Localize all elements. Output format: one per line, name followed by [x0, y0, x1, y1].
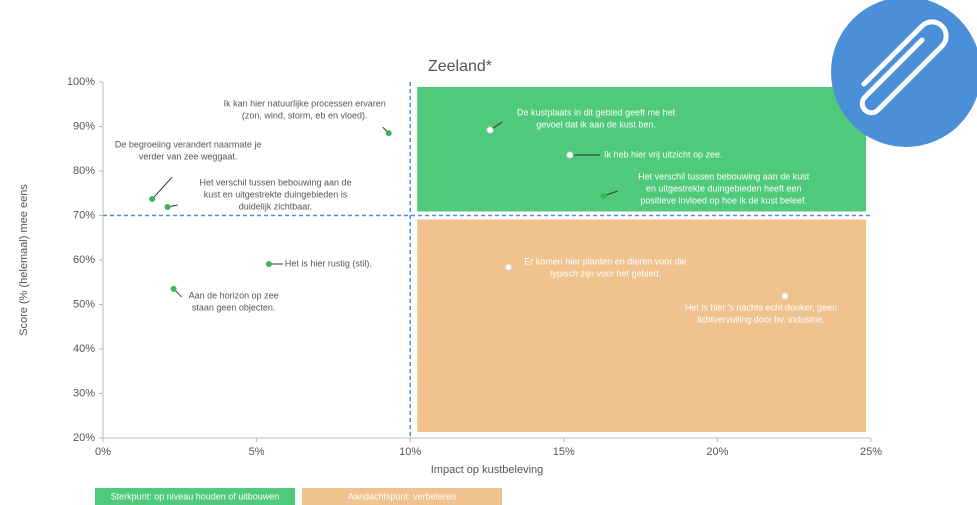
y-tick-label: 60%	[73, 254, 95, 266]
x-tick-label: 5%	[249, 446, 265, 458]
point-label: De kustplaats in dit gebied geeft me het	[517, 107, 676, 117]
point-label: kust en uitgestrekte duingebieden is	[204, 189, 348, 199]
legend-label: Aandachtspunt: verbeteren	[348, 491, 456, 501]
x-tick-label: 15%	[553, 446, 575, 458]
y-tick-label: 100%	[67, 76, 95, 88]
point	[149, 196, 156, 203]
x-axis-title: Impact op kustbeleving	[431, 464, 544, 476]
point-label: positieve invloed op hoe ik de kust bele…	[640, 195, 807, 205]
point	[600, 192, 607, 199]
point-label: staan geen objecten.	[192, 302, 276, 312]
badge-circle[interactable]	[831, 0, 977, 147]
point-label: (zon, wind, storm, eb en vloed).	[242, 111, 368, 121]
x-tick-label: 10%	[399, 446, 421, 458]
chart-title: Zeeland*	[428, 58, 492, 75]
point-label: Het verschil tussen bebouwing aan de	[199, 177, 351, 187]
legend-swatch	[302, 488, 502, 505]
point-label: en uitgestrekte duingebieden heeft een	[646, 183, 802, 193]
y-tick-label: 50%	[73, 298, 95, 310]
point	[486, 126, 494, 134]
y-tick-label: 90%	[73, 120, 95, 132]
strong-quadrant	[417, 87, 866, 212]
attention-quadrant	[417, 219, 866, 432]
y-tick-label: 40%	[73, 343, 95, 355]
x-tick-label: 0%	[95, 446, 111, 458]
paperclip-badge[interactable]	[831, 0, 977, 147]
paperclip-icon[interactable]	[859, 19, 949, 116]
point-label: Aan de horizon op zee	[189, 290, 279, 300]
legend-label: Sterkpunt: op niveau houden of uitbouwen	[111, 491, 280, 501]
point-label: Ik kan hier natuurlijke processen ervare…	[224, 99, 386, 109]
legend-swatch	[95, 488, 295, 505]
leader-line	[151, 176, 173, 200]
x-tick-label: 25%	[860, 446, 882, 458]
point	[505, 263, 513, 271]
point-label: typisch zijn voor het gebied.	[550, 268, 661, 278]
point	[164, 204, 171, 211]
point	[566, 151, 574, 159]
point-label: verder van zee weggaat.	[139, 151, 238, 161]
point	[265, 261, 272, 268]
point-label: duidelijk zichtbaar.	[239, 201, 313, 211]
point	[170, 285, 177, 292]
point	[385, 130, 392, 137]
point-label: Het is hier 's nachts echt donker, geen	[685, 302, 837, 312]
point-label: Ik heb hier vrij uitzicht op zee.	[604, 149, 723, 159]
point-label: Het is hier rustig (stil).	[285, 258, 372, 268]
point	[781, 292, 789, 300]
x-tick-label: 20%	[706, 446, 728, 458]
y-tick-label: 20%	[73, 432, 95, 444]
y-axis-title: Score (% (helemaal) mee eens	[18, 184, 30, 336]
point-label: lichtvervuiling door bv. industrie.	[697, 314, 824, 324]
point-label: Het verschil tussen bebouwing aan de kus…	[638, 171, 810, 181]
y-tick-label: 70%	[73, 209, 95, 221]
y-tick-label: 30%	[73, 387, 95, 399]
point-label: gevoel dat ik aan de kust ben.	[536, 119, 656, 129]
point-label: De begroeiing verandert naarmate je	[115, 139, 262, 149]
y-tick-label: 80%	[73, 165, 95, 177]
point-label: Er komen hier planten en dieren voor die	[524, 256, 687, 266]
